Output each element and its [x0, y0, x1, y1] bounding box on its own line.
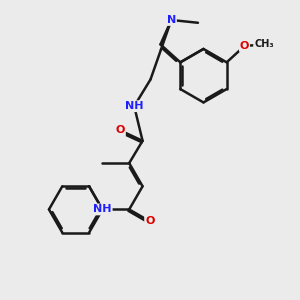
Text: O: O — [145, 216, 154, 226]
Text: NH: NH — [93, 204, 112, 214]
Text: O: O — [116, 125, 125, 135]
Text: NH: NH — [125, 101, 143, 111]
Text: CH₃: CH₃ — [254, 40, 274, 50]
Text: N: N — [167, 15, 176, 25]
Text: O: O — [240, 41, 249, 51]
